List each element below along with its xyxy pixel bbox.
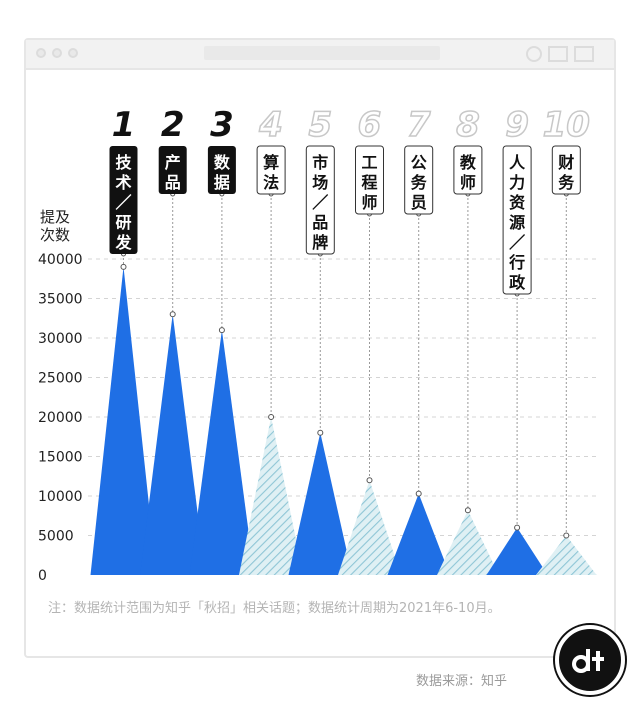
peak-dot <box>317 429 324 436</box>
category-label-box <box>305 145 335 255</box>
rank-number: 6 <box>358 105 382 145</box>
y-axis-label: 提及 <box>40 208 70 226</box>
triangle-mark <box>189 330 255 575</box>
rank-number: 9 <box>505 105 529 145</box>
rank-number: 7 <box>407 105 431 145</box>
category-label-box <box>109 146 138 254</box>
category-label: 技术／研发 <box>114 153 132 252</box>
window-dot-icon <box>52 48 62 58</box>
triangle-mark <box>90 266 157 575</box>
dt-logo-icon[interactable] <box>555 625 625 695</box>
category-label-box <box>207 146 236 194</box>
triangle-mark <box>387 493 450 575</box>
rank-number: 8 <box>456 105 480 145</box>
y-tick-label: 40000 <box>38 252 83 268</box>
y-tick-label: 25000 <box>38 371 83 387</box>
window-titlebar <box>26 40 614 70</box>
y-tick-label: 30000 <box>38 331 83 347</box>
peak-dot <box>563 532 570 539</box>
rank-number: 5 <box>308 105 332 145</box>
maximize-icon <box>574 46 594 62</box>
category-label: 产品 <box>165 153 181 192</box>
y-tick-label: 5000 <box>38 529 74 545</box>
category-label-box <box>551 145 581 195</box>
y-axis-label: 次数 <box>40 226 70 244</box>
triangle-mark <box>288 432 353 575</box>
y-tick-label: 35000 <box>38 292 83 308</box>
triangle-mark <box>536 535 597 575</box>
record-icon <box>526 46 542 62</box>
rank-number: 2 <box>161 105 185 145</box>
peak-dot <box>120 263 127 270</box>
category-label-box <box>502 145 532 295</box>
category-label-box <box>256 145 286 195</box>
peak-dot <box>169 311 176 318</box>
triangle-mark <box>338 480 401 575</box>
peak-dot <box>218 327 225 334</box>
data-source: 数据来源：知乎 <box>416 674 508 689</box>
y-tick-label: 10000 <box>38 489 83 505</box>
category-label-box <box>355 145 384 215</box>
minimize-icon <box>548 46 568 62</box>
category-label: 算法 <box>263 153 279 192</box>
category-label: 数据 <box>214 153 231 192</box>
peak-dot <box>415 490 422 497</box>
triangle-mark <box>486 527 548 575</box>
category-label-box <box>158 146 187 194</box>
category-label: 市场／品牌 <box>312 153 328 252</box>
category-label: 财务 <box>557 153 575 192</box>
y-tick-label: 15000 <box>38 450 83 466</box>
peak-dot <box>366 477 373 484</box>
window-dot-icon <box>68 48 78 58</box>
y-tick-label: 20000 <box>38 410 83 426</box>
category-label: 工程师 <box>361 153 377 212</box>
category-label: 公务员 <box>411 153 428 212</box>
rank-number: 1 <box>112 105 136 145</box>
peak-dot <box>464 507 471 514</box>
category-label-box <box>404 145 434 215</box>
triangle-mark <box>437 510 499 575</box>
window-dot-icon <box>36 48 46 58</box>
category-label: 人力资源／行政 <box>508 153 526 292</box>
category-label: 教师 <box>460 153 477 192</box>
rank-number: 10 <box>543 105 590 145</box>
peak-dot <box>514 524 521 531</box>
y-tick-label: 0 <box>38 568 47 584</box>
rank-number: 4 <box>258 105 283 145</box>
triangle-mark <box>239 417 304 575</box>
address-bar <box>204 46 440 60</box>
triangle-mark <box>140 314 206 575</box>
category-label-box <box>453 145 483 195</box>
chart-note: 注：数据统计范围为知乎「秋招」相关话题；数据统计周期为2021年6-10月。 <box>48 601 501 616</box>
peak-dot <box>268 414 275 420</box>
rank-number: 3 <box>210 105 234 145</box>
